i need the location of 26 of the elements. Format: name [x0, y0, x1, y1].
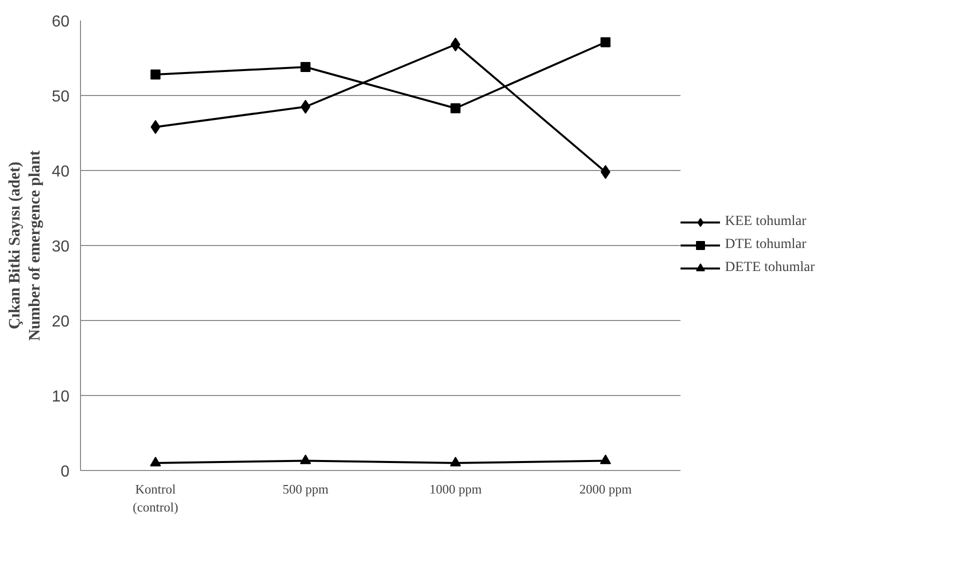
legend-label: DETE tohumlar	[725, 260, 815, 276]
legend-label: KEE tohumlar	[725, 214, 806, 230]
legend-label: DTE tohumlar	[725, 237, 806, 253]
point	[450, 103, 460, 114]
point	[300, 62, 310, 72]
y-tick-label: 20	[52, 314, 70, 330]
point	[150, 456, 161, 466]
point	[600, 454, 611, 464]
point	[450, 38, 460, 52]
point	[600, 165, 610, 179]
y-tick-label: 50	[52, 88, 70, 106]
x-tick-label: 1000 ppm	[429, 482, 482, 496]
y-tick-label: 40	[52, 164, 70, 180]
y-tick-label: 60	[52, 14, 70, 30]
point	[450, 456, 461, 466]
y-axis-title: Çıkan Bitki Sayısı (adet) Number of emergence plant	[6, 150, 44, 341]
y-tick-label: 30	[52, 238, 70, 256]
x-tick-label: 2000 ppm	[579, 482, 632, 496]
point	[150, 70, 160, 80]
x-tick-label: Kontrol (control)	[132, 482, 178, 514]
y-tick-label: 0	[60, 464, 70, 480]
point	[150, 120, 160, 134]
x-tick-label: 500 ppm	[282, 482, 328, 496]
y-tick-label: 10	[52, 388, 70, 406]
point	[600, 37, 610, 48]
point	[300, 454, 311, 464]
